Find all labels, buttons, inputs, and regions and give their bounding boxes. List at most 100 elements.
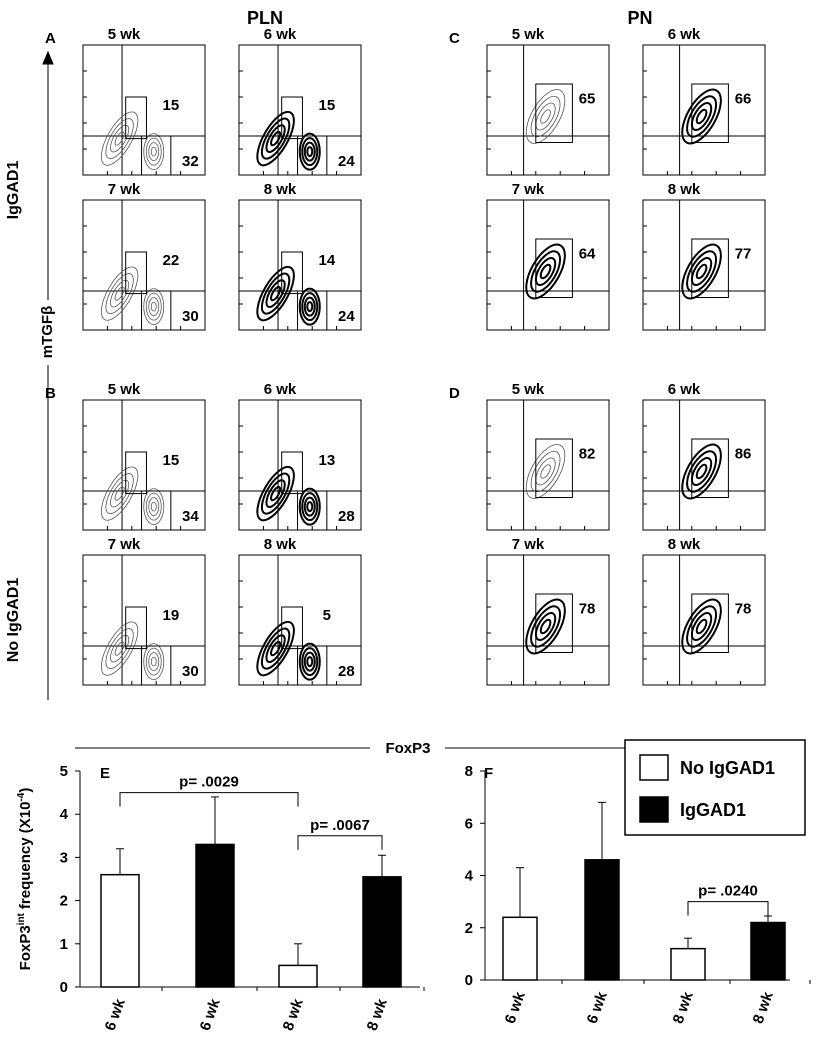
contour bbox=[534, 257, 557, 286]
bar bbox=[670, 947, 706, 981]
plot-frame bbox=[642, 44, 766, 176]
contour bbox=[681, 88, 722, 145]
contour bbox=[298, 642, 321, 681]
contour bbox=[143, 643, 165, 680]
contour bbox=[539, 263, 552, 280]
bar bbox=[584, 859, 620, 981]
contour bbox=[681, 243, 722, 300]
y-tick-label: 0 bbox=[465, 972, 473, 989]
gate-value: 13 bbox=[318, 452, 335, 469]
contour bbox=[681, 443, 722, 500]
contour bbox=[256, 620, 295, 677]
superscript: -4 bbox=[16, 792, 27, 801]
gate-value: 22 bbox=[162, 252, 179, 269]
plot-title: 5 wk bbox=[512, 26, 545, 43]
panel-letter: F bbox=[484, 765, 493, 782]
contour bbox=[690, 257, 713, 286]
gate bbox=[281, 251, 303, 295]
contour bbox=[695, 463, 708, 480]
contour bbox=[301, 292, 319, 322]
gate-value: 15 bbox=[162, 452, 179, 469]
contour bbox=[681, 598, 722, 655]
gate bbox=[535, 593, 573, 653]
p-value: p= .0240 bbox=[698, 883, 758, 900]
superscript: int bbox=[16, 912, 27, 925]
contour bbox=[298, 487, 321, 526]
contour bbox=[265, 479, 286, 508]
contour bbox=[150, 501, 157, 512]
gate bbox=[691, 438, 729, 498]
gate bbox=[281, 96, 303, 140]
contour bbox=[270, 640, 282, 657]
plot-title: 8 wk bbox=[264, 536, 297, 553]
panel-letter: E bbox=[100, 765, 110, 782]
contour bbox=[530, 250, 562, 293]
gate-value: 30 bbox=[182, 308, 199, 325]
contour bbox=[690, 102, 713, 131]
y-tick-label: 5 bbox=[60, 763, 68, 780]
gate-value: 28 bbox=[338, 663, 355, 680]
contour bbox=[686, 250, 718, 293]
contour bbox=[150, 146, 157, 157]
plot-frame bbox=[486, 399, 610, 531]
contour bbox=[303, 496, 316, 517]
contour bbox=[540, 109, 551, 124]
x-tick-label: 6 wk bbox=[584, 989, 611, 1026]
contour bbox=[145, 647, 162, 676]
contour bbox=[306, 146, 314, 158]
x-axis-label: FoxP3 bbox=[385, 740, 430, 757]
bar bbox=[362, 876, 402, 988]
contour bbox=[105, 473, 134, 514]
contour bbox=[100, 466, 139, 521]
contour bbox=[530, 95, 561, 138]
gate-value: 32 bbox=[182, 153, 199, 170]
plot-title: 5 wk bbox=[108, 381, 141, 398]
plot-title: 5 wk bbox=[108, 26, 141, 43]
gate bbox=[535, 238, 573, 298]
contour bbox=[110, 279, 130, 308]
bar bbox=[502, 916, 538, 981]
contour bbox=[270, 285, 282, 302]
y-tick-label: 6 bbox=[465, 815, 473, 832]
contour bbox=[306, 656, 314, 668]
contour bbox=[110, 124, 130, 153]
y-tick-label: 4 bbox=[60, 806, 69, 823]
gate-value: 5 bbox=[323, 607, 331, 624]
plot-frame bbox=[642, 399, 766, 531]
plot-frame bbox=[486, 44, 610, 176]
plot-title: 8 wk bbox=[668, 181, 701, 198]
contour bbox=[540, 464, 551, 479]
gate bbox=[297, 645, 328, 686]
panel-letter: B bbox=[45, 385, 56, 402]
gate-value: 82 bbox=[579, 446, 596, 463]
gate bbox=[125, 251, 147, 295]
gate-value: 30 bbox=[182, 663, 199, 680]
contour bbox=[110, 634, 130, 663]
contour bbox=[525, 444, 566, 499]
contour bbox=[256, 110, 295, 167]
p-value: p= .0067 bbox=[310, 817, 370, 834]
panel-letter: D bbox=[449, 385, 460, 402]
contour bbox=[260, 472, 291, 515]
contour bbox=[148, 142, 160, 162]
contour bbox=[148, 297, 160, 317]
gate bbox=[141, 645, 172, 686]
contour bbox=[110, 479, 130, 508]
bar bbox=[278, 964, 318, 988]
contour bbox=[114, 131, 125, 146]
plot-frame bbox=[486, 199, 610, 331]
contour bbox=[256, 265, 295, 322]
bracket bbox=[687, 901, 769, 916]
y-tick-label: 4 bbox=[465, 868, 474, 885]
y-tick-label: 2 bbox=[465, 920, 473, 937]
contour bbox=[686, 95, 718, 138]
y-tick-label: 1 bbox=[60, 936, 68, 953]
gate bbox=[141, 490, 172, 531]
contour bbox=[534, 612, 557, 641]
contour bbox=[303, 296, 316, 317]
contour bbox=[539, 618, 552, 635]
contour bbox=[530, 450, 561, 493]
plot-title: 8 wk bbox=[264, 181, 297, 198]
plot-title: 5 wk bbox=[512, 381, 545, 398]
